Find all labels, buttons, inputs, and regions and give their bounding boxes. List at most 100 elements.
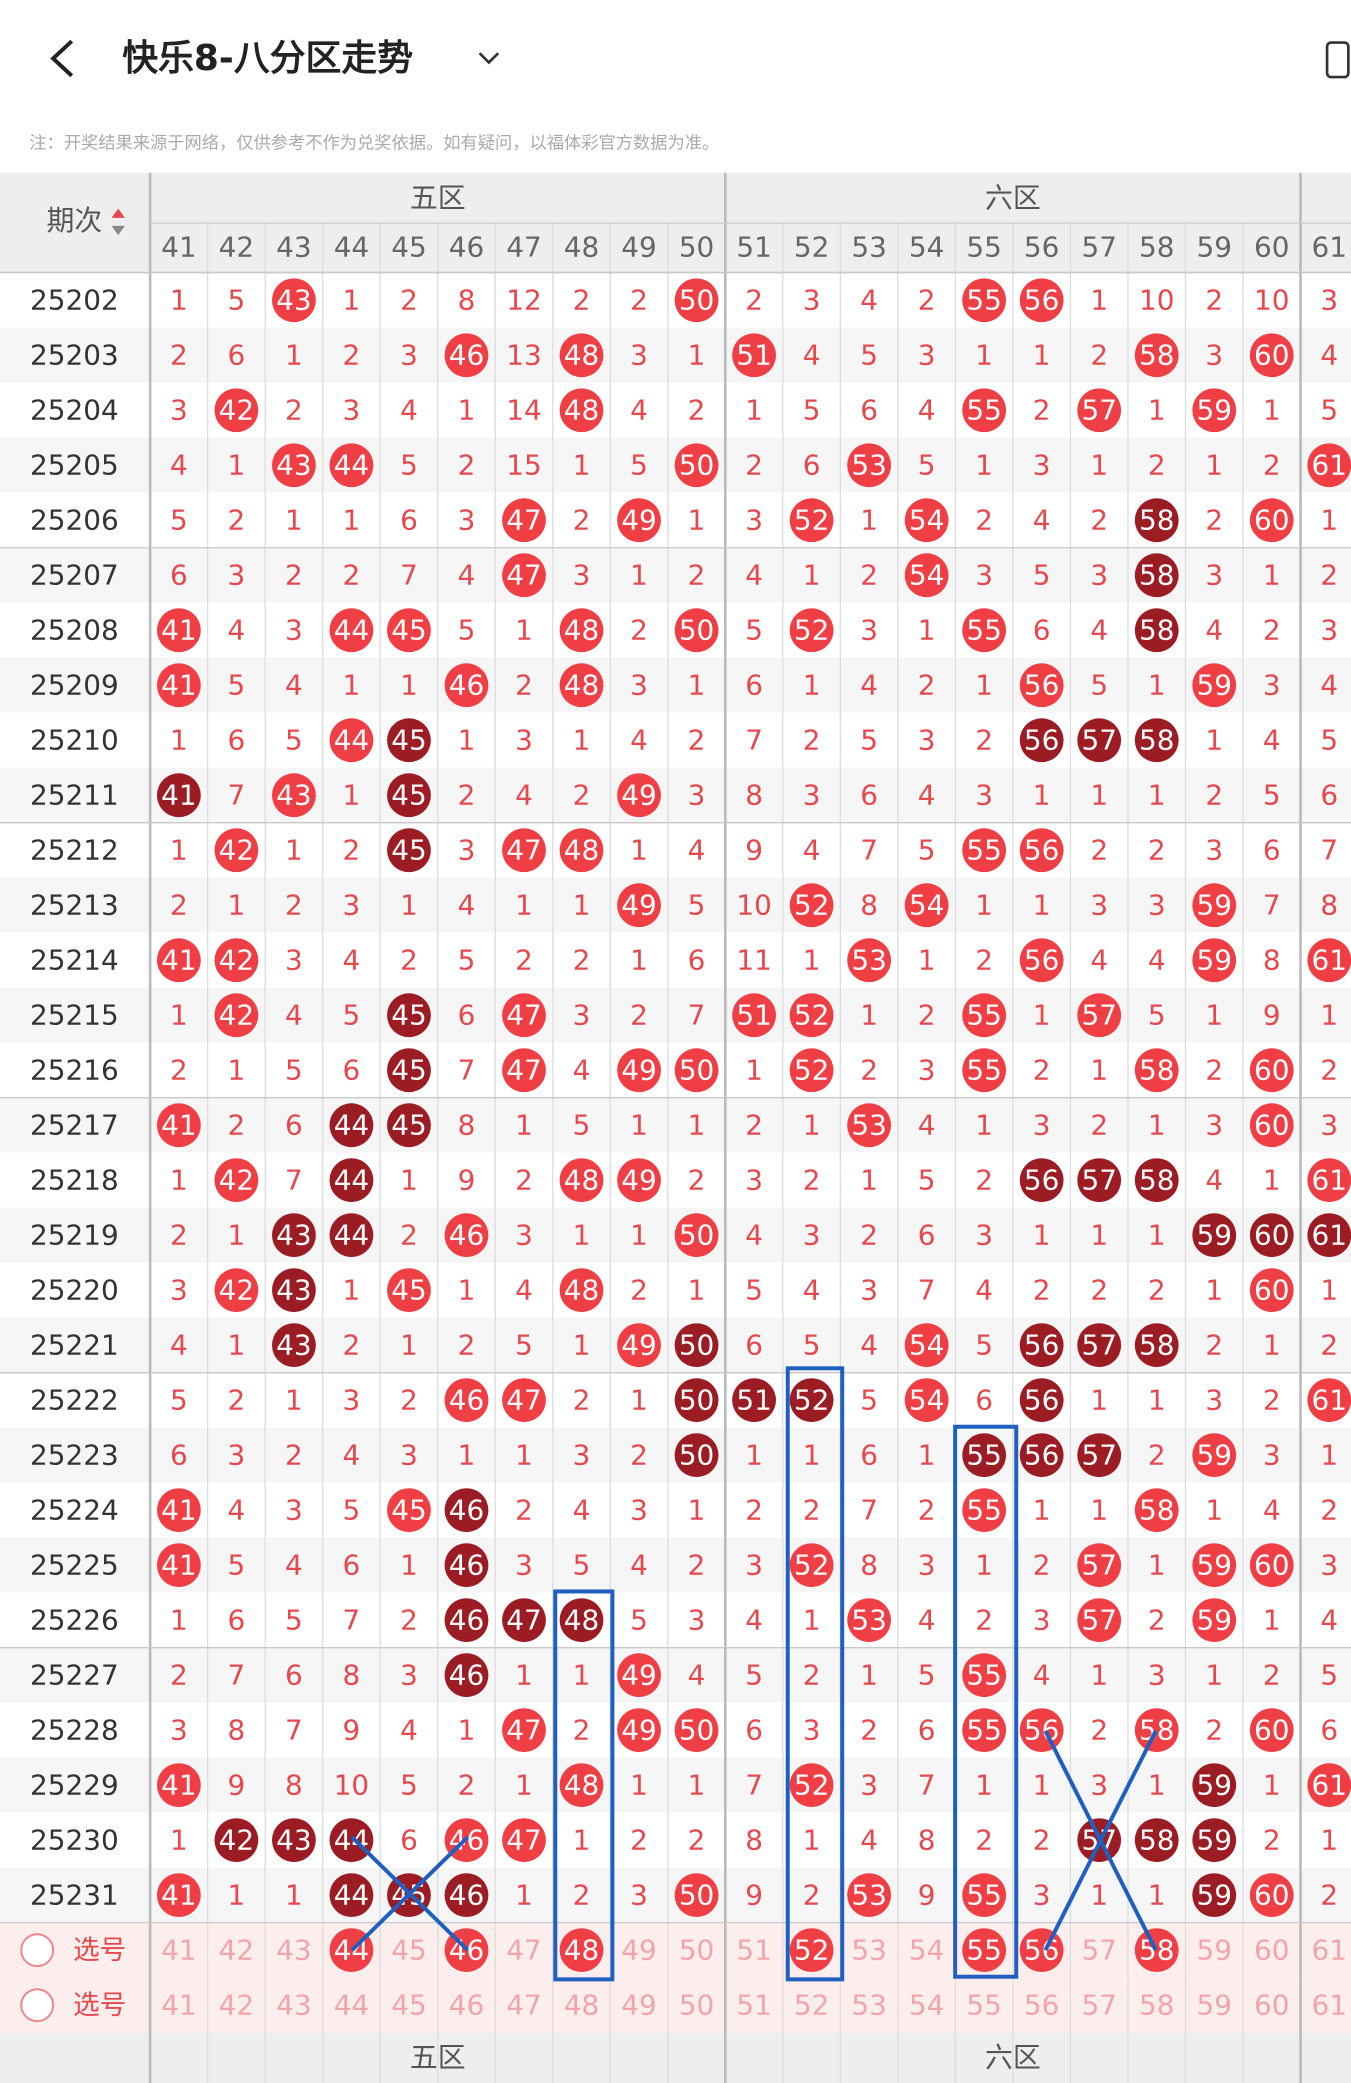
hit-ball [1249,1048,1294,1093]
cell-value: 8 [1320,889,1338,922]
cell-value: 3 [918,339,936,372]
cell-value: 3 [343,1384,361,1417]
cell-value: 3 [515,724,533,757]
cell-value: 45 [391,1109,426,1142]
cell-value: 6 [228,724,246,757]
cell-value: 58 [1139,1054,1174,1087]
cell-value: 2 [228,504,246,537]
cell-value: 2 [1033,1054,1051,1087]
hit-ball [1249,1873,1294,1918]
hit-ball [904,553,949,598]
cell-value: 3 [573,999,591,1032]
cell-value: 3 [975,1219,993,1252]
cell-value: 54 [909,1988,944,2021]
sort-icon [111,208,125,218]
cell-value: 3 [1205,559,1223,592]
hit-ball [962,1873,1007,1918]
period: 25213 [30,889,119,922]
cell-value: 47 [506,1384,541,1417]
cell-value: 3 [860,1274,878,1307]
hit-ball [1077,1323,1122,1368]
hit-ball [1192,1763,1237,1808]
cell-value: 2 [1320,1329,1338,1362]
cell-value: 1 [458,1274,476,1307]
cell-value: 5 [458,614,476,647]
cell-value: 55 [966,1878,1001,1911]
cell-value: 2 [860,559,878,592]
cell-value: 45 [391,1988,426,2021]
cell-value: 49 [621,889,656,922]
cell-value: 4 [170,1329,188,1362]
cell-value: 60 [1254,1054,1289,1087]
cell-value: 42 [219,1164,254,1197]
cell-value: 59 [1196,1768,1231,1801]
cell-value: 56 [1024,284,1059,317]
cell-value: 7 [1320,834,1338,867]
cell-value: 59 [1196,1438,1231,1471]
cell-value: 6 [228,1603,246,1636]
cell-value: 5 [458,944,476,977]
hit-ball [444,1488,489,1533]
cell-value: 1 [803,1603,821,1636]
column-number: 59 [1196,230,1231,263]
hit-ball [271,1323,316,1368]
column-number: 44 [334,230,369,263]
cell-value: 1 [745,394,763,427]
cell-value: 57 [1081,1164,1116,1197]
cell-value: 1 [630,834,648,867]
cell-value: 7 [860,834,878,867]
hit-ball [674,1378,719,1423]
cell-value: 2 [515,1164,533,1197]
cell-value: 3 [745,504,763,537]
cell-value: 1 [745,1054,763,1087]
hit-ball [156,1543,201,1588]
cell-value: 3 [1205,834,1223,867]
cell-value: 41 [161,614,196,647]
cell-value: 1 [515,1658,533,1691]
cell-value: 3 [285,1493,303,1526]
cell-value: 1 [1033,1768,1051,1801]
row-bg [0,877,1351,933]
cell-value: 1 [515,1109,533,1142]
cell-value: 1 [285,834,303,867]
cell-value: 1 [1205,724,1223,757]
cell-value: 44 [334,1219,369,1252]
cell-value: 3 [1263,1438,1281,1471]
page-title[interactable]: 快乐8-八分区走势 [122,38,413,79]
cell-value: 4 [860,1329,878,1362]
cell-value: 59 [1196,1219,1231,1252]
cell-value: 1 [918,944,936,977]
cell-value: 47 [506,1054,541,1087]
cell-value: 5 [860,724,878,757]
cell-value: 43 [276,1329,311,1362]
hit-ball [156,1873,201,1918]
cell-value: 1 [170,1164,188,1197]
device-icon[interactable] [1325,41,1350,79]
cell-value: 3 [803,779,821,812]
cell-value: 46 [449,1878,484,1911]
cell-value: 7 [918,1274,936,1307]
cell-value: 1 [228,1329,246,1362]
cell-value: 5 [630,449,648,482]
cell-value: 1 [1090,1658,1108,1691]
cell-value: 2 [1205,779,1223,812]
hit-ball [1019,718,1064,763]
cell-value: 2 [1148,449,1166,482]
cell-value: 9 [228,1768,246,1801]
back-button[interactable] [50,39,74,78]
cell-value: 52 [794,1768,829,1801]
cell-value: 43 [276,1274,311,1307]
cell-value: 56 [1024,834,1059,867]
column-number: 42 [219,230,254,263]
hit-ball [1019,663,1064,708]
period: 25203 [30,339,119,372]
cell-value: 1 [1033,1219,1051,1252]
cell-value: 4 [745,559,763,592]
cell-value: 4 [918,1603,936,1636]
hit-ball [1192,1818,1237,1863]
dropdown-icon[interactable] [478,52,500,65]
cell-value: 43 [276,1823,311,1856]
cell-value: 6 [170,559,188,592]
cell-value: 50 [679,1988,714,2021]
cell-value: 3 [228,1438,246,1471]
